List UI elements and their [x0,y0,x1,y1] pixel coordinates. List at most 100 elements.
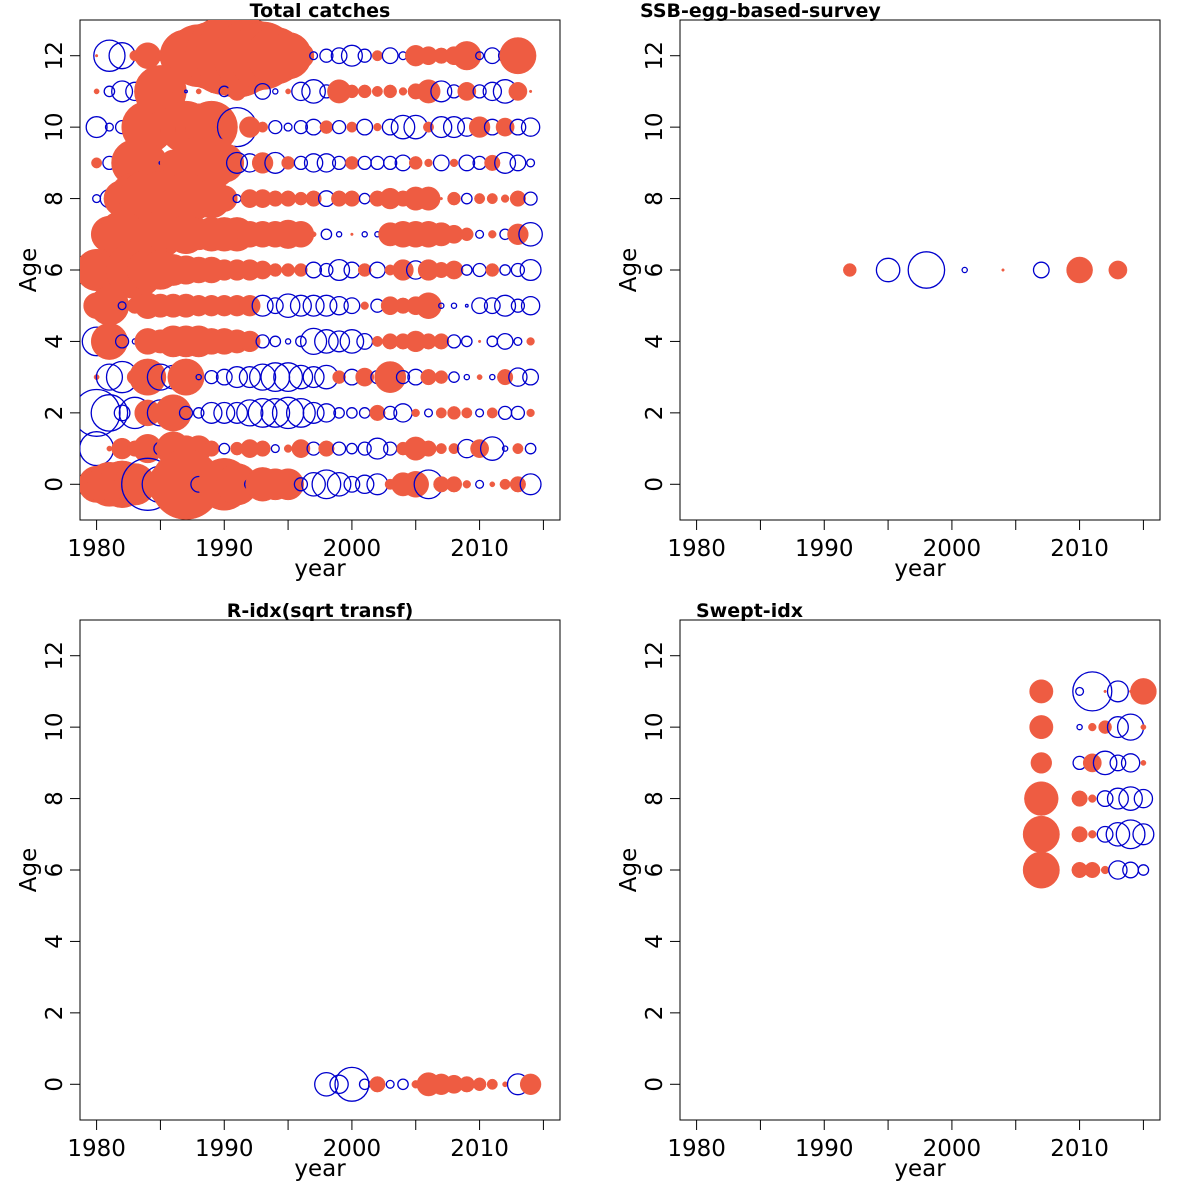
bubble-positive [1029,679,1054,704]
x-axis-label: year [894,1156,946,1182]
bubble-negative [961,266,968,274]
bubble-negative [1116,713,1145,741]
bubble-negative [366,473,389,496]
bubble-negative [499,264,511,276]
bubble-positive [287,221,315,248]
bubble-negative [215,368,233,386]
y-tick-label: 6 [42,263,68,278]
bubble-positive [209,89,214,93]
y-axis-label: Age [16,848,42,892]
bubble-negative [299,327,328,356]
bubble-positive [346,121,358,133]
bubble-positive [398,87,408,96]
bubble-negative [248,363,277,391]
bubble-negative [513,336,523,346]
bubble-positive [227,82,247,101]
bubble-negative [460,192,473,205]
bubble-negative [1076,723,1083,731]
bubble-negative [293,477,309,492]
bubble-positive [843,263,857,277]
bubble-positive [478,339,482,343]
bubble-negative [1122,861,1140,879]
bubble-positive [402,471,429,498]
y-tick-label: 12 [42,641,68,670]
bubble-negative [358,192,371,205]
bubble-positive [519,1073,542,1095]
bubble-negative [346,407,358,419]
bubble-negative [1109,754,1127,772]
bubble-negative [1092,750,1118,776]
bubble-negative [519,258,542,282]
y-tick-label: 12 [642,41,668,70]
bubble-negative [460,335,473,348]
bubble-negative [295,335,307,348]
bubble-negative [356,332,374,350]
bubble-positive [1001,268,1005,272]
y-tick-label: 4 [642,334,668,349]
bubble-negative [1105,821,1131,847]
bubble-positive [1088,794,1097,803]
bubble-negative [1108,860,1128,880]
bubble-negative [192,407,205,419]
bubble-positive [509,476,526,493]
bubble-positive [167,358,205,396]
bubble-positive [1098,720,1112,734]
bubble-positive [484,154,501,171]
bubble-negative [875,257,901,283]
bubble-negative [309,51,319,61]
bubble-layer [80,20,543,520]
bubble-positive [203,440,220,457]
bubble-negative [343,475,361,493]
bubble-negative [494,151,517,174]
bubble-negative [423,408,434,418]
bubble-negative [450,302,458,309]
bubble-negative [482,81,503,102]
bubble-negative [523,191,538,206]
bubble-positive [251,152,274,174]
bubble-negative [273,362,304,393]
bubble-negative [1072,671,1113,712]
bubble-negative [254,82,272,100]
bubble-negative [301,79,326,104]
bubble-positive [371,85,383,97]
bubble-negative [458,154,476,172]
bubble-negative [357,441,372,456]
bubble-positive [470,439,489,458]
y-tick-label: 6 [42,863,68,878]
bubble-negative [508,367,528,387]
x-tick-label: 1980 [67,536,126,562]
y-tick-label: 0 [42,1077,68,1092]
bubble-positive [360,301,369,310]
bubble-positive [371,335,383,347]
bubble-negative [442,116,466,139]
bubble-positive [415,292,442,319]
bubble-positive [355,367,375,387]
bubble-negative [1115,819,1146,850]
bubble-positive [369,1076,386,1093]
y-tick-label: 10 [642,712,668,741]
bubble-negative [1118,786,1143,811]
bubble-negative [430,116,453,139]
bubble-positive [319,120,334,134]
bubble-positive [500,194,510,203]
bubble-positive [383,84,397,99]
bubble-negative [486,335,499,348]
bubble-positive [318,440,335,457]
bubble-negative [354,474,375,495]
bubble-positive [476,374,483,380]
bubble-positive [281,156,295,170]
bubble-negative [328,330,351,353]
bubble-positive [239,116,261,138]
x-tick-label: 2010 [450,536,509,562]
bubble-negative [314,1071,339,1097]
bubble-negative [301,471,326,497]
bubble-positive [1140,760,1147,766]
bubble-positive [485,263,500,277]
bubble-negative [1106,680,1129,703]
bubble-negative [522,368,540,386]
x-tick-label: 1990 [795,1136,854,1162]
bubble-negative [526,158,536,168]
bubble-negative [1120,753,1141,773]
x-axis-label: year [894,556,946,582]
bubble-positive [294,191,308,206]
